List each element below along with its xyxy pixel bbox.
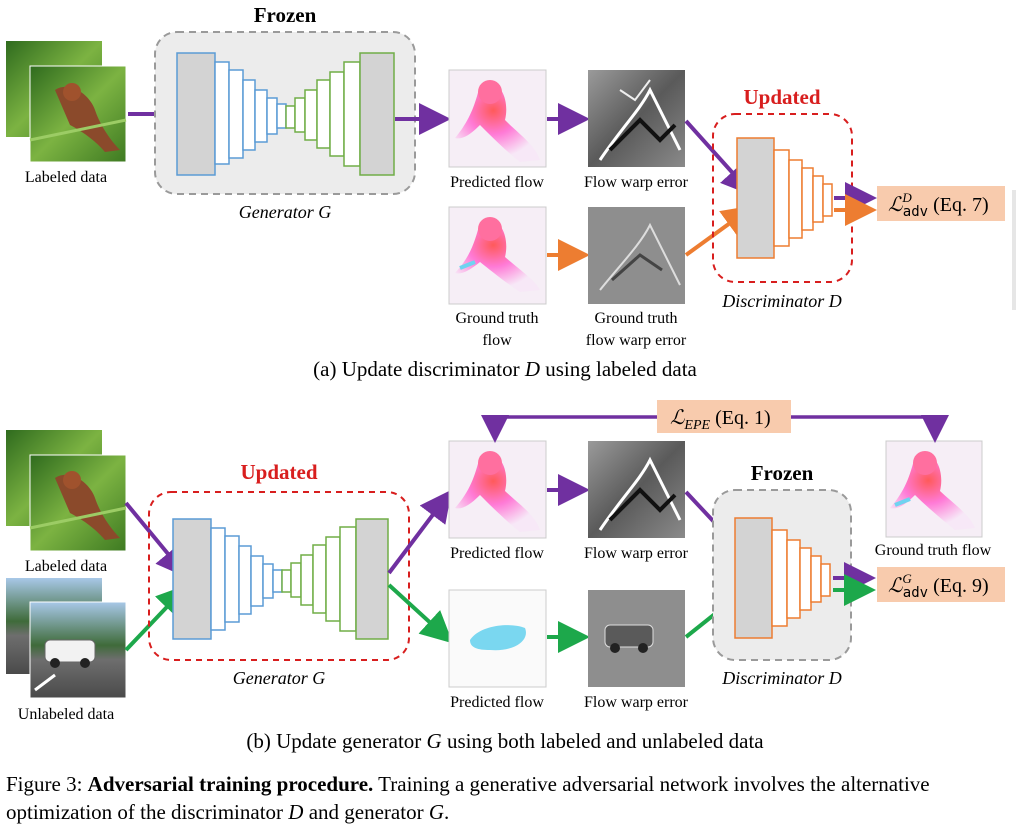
gt-flow-caption-a-1: Ground truth	[455, 310, 538, 327]
arrow-generator-to-predflow2-b	[387, 583, 453, 644]
gt-flow-image-b	[885, 440, 983, 538]
warp-caption-a: Flow warp error	[584, 174, 689, 191]
gt-warp-caption-a-2: flow warp error	[586, 332, 687, 349]
disc-label-a: Discriminator D	[721, 291, 842, 311]
generator-label-a: Generator G	[239, 202, 332, 222]
pred-flow-caption-a: Predicted flow	[450, 174, 544, 191]
caption-var-g: G	[428, 800, 444, 824]
updated-label-b: Updated	[240, 460, 317, 484]
unlabeled-data-image-b	[6, 578, 127, 699]
discriminator-network-b	[734, 517, 831, 639]
gt-flow-caption-b: Ground truth flow	[875, 542, 992, 559]
caption-rest-1: Training a generative adversarial networ…	[6, 772, 930, 824]
caption-rest-2: and generator	[303, 800, 429, 824]
warp-caption-b2: Flow warp error	[584, 694, 689, 711]
gt-flow-image-a	[448, 206, 547, 305]
subcaption-a: (a) Update discriminator D using labeled…	[313, 357, 697, 381]
arrow-epe-to-gtflow	[791, 415, 949, 443]
generator-network-a	[176, 52, 395, 176]
caption-prefix: Figure 3:	[6, 772, 88, 796]
loss-epe-label: ℒEPE (Eq. 1)	[670, 407, 771, 433]
predicted-flow-image-b	[448, 440, 547, 539]
flow-warp-error-image-a	[588, 70, 685, 167]
arrow-generator-to-predflow-b	[387, 489, 452, 575]
arrow-epe-to-predflow	[481, 415, 657, 443]
unlabeled-data-caption-b: Unlabeled data	[18, 706, 114, 723]
caption-bold: Adversarial training procedure.	[87, 772, 374, 796]
updated-label-a: Updated	[743, 85, 820, 109]
gt-warp-caption-a-1: Ground truth	[594, 310, 677, 327]
predicted-flow-image-b2	[448, 589, 547, 688]
frozen-label-b: Frozen	[751, 461, 814, 485]
predicted-flow-image-a	[448, 69, 547, 168]
subcaption-b: (b) Update generator G using both labele…	[246, 729, 764, 753]
gt-flow-caption-a-2: flow	[482, 332, 512, 349]
flow-warp-error-image-b2	[588, 590, 685, 687]
labeled-data-caption-a: Labeled data	[25, 169, 107, 186]
loss-adv-d-box	[877, 186, 1005, 221]
flow-warp-error-image-b	[588, 441, 685, 538]
loss-adv-g-box	[877, 567, 1005, 602]
labeled-data-image-b	[6, 430, 127, 552]
pred-flow-caption-b2: Predicted flow	[450, 694, 544, 711]
labeled-data-image-a	[6, 41, 127, 163]
warp-caption-b: Flow warp error	[584, 545, 689, 562]
figure-caption: Figure 3: Adversarial training procedure…	[6, 770, 1011, 826]
scrollbar-hint	[1012, 190, 1016, 310]
caption-var-d: D	[288, 800, 304, 824]
generator-label-b: Generator G	[233, 668, 326, 688]
labeled-data-caption-b: Labeled data	[25, 558, 107, 575]
pred-flow-caption-b: Predicted flow	[450, 545, 544, 562]
frozen-label-a: Frozen	[254, 3, 317, 27]
generator-network-b	[172, 518, 389, 640]
discriminator-network-a	[736, 137, 833, 259]
loss-epe-box	[657, 400, 791, 433]
caption-rest-3: .	[443, 800, 450, 824]
gt-warp-error-image-a	[588, 207, 685, 304]
figure-diagram: Labeled data Frozen Generator G Predicte…	[6, 3, 1016, 753]
loss-adv-d-label: ℒD adv (Eq. 7)	[888, 190, 989, 220]
updated-generator-box-b	[148, 491, 410, 661]
disc-label-b: Discriminator D	[721, 668, 842, 688]
loss-adv-g-label: ℒG adv (Eq. 9)	[888, 571, 989, 601]
